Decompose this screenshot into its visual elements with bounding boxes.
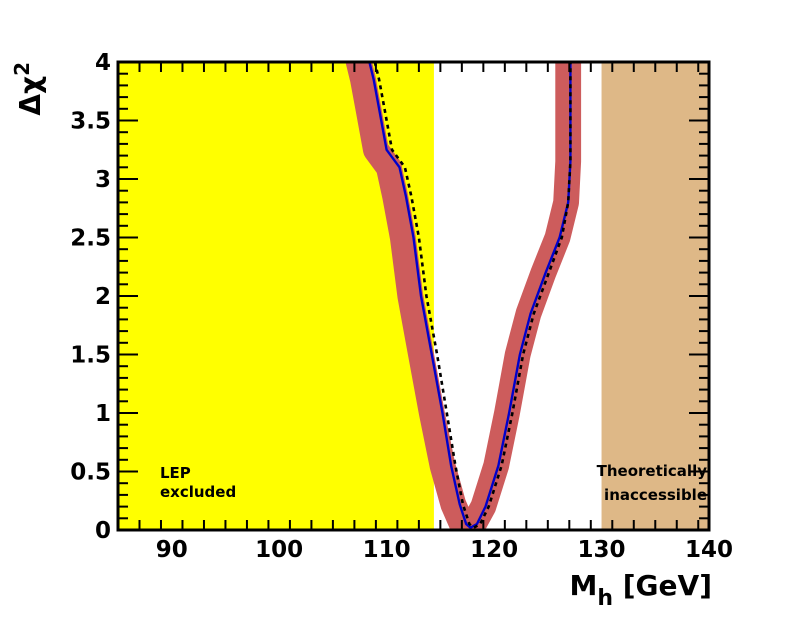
theoretically-inaccessible-label: inaccessible: [604, 486, 707, 504]
x-tick-label: 140: [685, 537, 733, 563]
y-tick-label: 1: [95, 401, 111, 427]
x-tick-label: 120: [470, 537, 518, 563]
lep-excluded-label: excluded: [160, 483, 236, 501]
y-tick-label: 1.5: [70, 343, 111, 369]
y-tick-label: 3: [95, 167, 111, 193]
theoretically-inaccessible-label: Theoretically: [597, 462, 708, 480]
x-tick-label: 130: [578, 537, 626, 563]
alternative-curve: [373, 62, 572, 529]
x-tick-label: 90: [156, 537, 188, 563]
lep-excluded-label: LEP: [160, 464, 191, 482]
x-axis-title: Mh [GeV]: [569, 569, 712, 611]
y-tick-label: 0: [95, 518, 111, 544]
y-axis-title: Δχ2: [10, 62, 47, 116]
y-tick-label: 4: [95, 50, 111, 76]
y-tick-label: 0.5: [70, 460, 111, 486]
y-tick-label: 3.5: [70, 109, 111, 135]
x-tick-label: 110: [363, 537, 411, 563]
x-tick-label: 100: [255, 537, 303, 563]
y-tick-label: 2.5: [70, 226, 111, 252]
lep-excluded-region: [118, 62, 434, 530]
central-curve: [368, 62, 572, 529]
y-tick-label: 2: [95, 284, 111, 310]
